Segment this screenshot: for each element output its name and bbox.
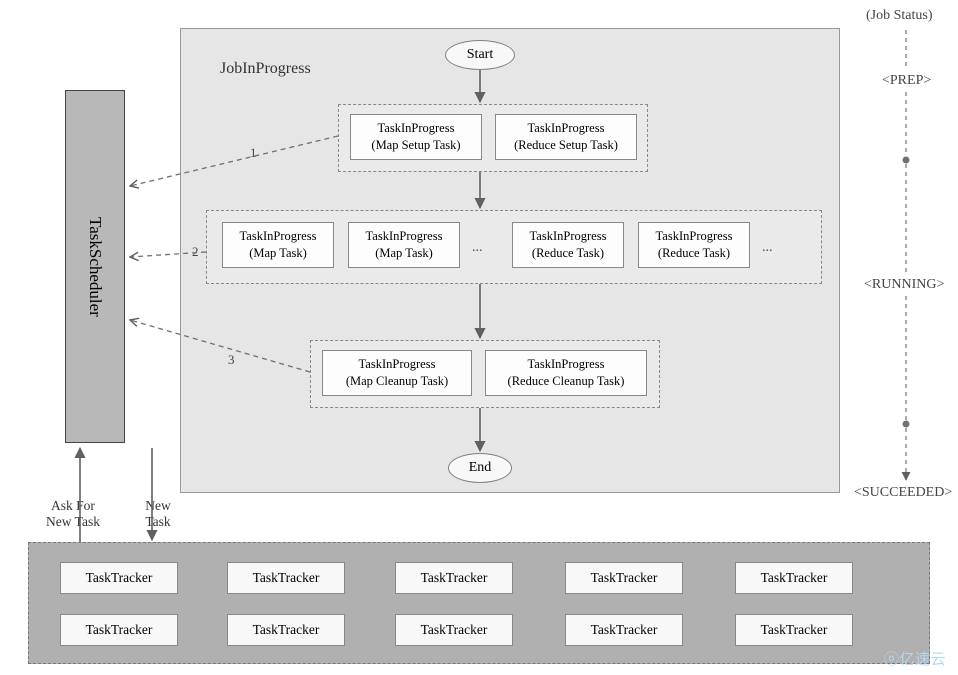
map-task-box-2: TaskInProgress (Map Task) <box>348 222 460 268</box>
task-line: TaskInProgress <box>528 120 605 137</box>
tracker-label: TaskTracker <box>591 622 658 638</box>
watermark-logo: ⓞ亿速云 <box>884 648 946 669</box>
reduce-cleanup-task-box: TaskInProgress (Reduce Cleanup Task) <box>485 350 647 396</box>
task-line: TaskInProgress <box>530 228 607 245</box>
end-node: End <box>448 453 512 483</box>
edge-label-2: 2 <box>192 244 199 260</box>
new-task-label: New Task <box>136 498 180 530</box>
tracker-label: TaskTracker <box>421 570 488 586</box>
task-line: (Map Cleanup Task) <box>346 373 448 390</box>
map-setup-task-box: TaskInProgress (Map Setup Task) <box>350 114 482 160</box>
panel-title: JobInProgress <box>220 60 311 78</box>
edge-label-3: 3 <box>228 352 235 368</box>
task-tracker-box: TaskTracker <box>735 614 853 646</box>
task-line: (Reduce Cleanup Task) <box>508 373 625 390</box>
task-scheduler-box: TaskScheduler <box>65 90 125 443</box>
status-prep: <PREP> <box>882 73 931 89</box>
status-header: (Job Status) <box>866 8 933 24</box>
tracker-label: TaskTracker <box>253 622 320 638</box>
dots-2: ... <box>762 240 773 256</box>
tracker-label: TaskTracker <box>761 570 828 586</box>
tracker-label: TaskTracker <box>253 570 320 586</box>
task-line: (Reduce Setup Task) <box>514 137 618 154</box>
reduce-setup-task-box: TaskInProgress (Reduce Setup Task) <box>495 114 637 160</box>
ask-for-new-task-label: Ask For New Task <box>38 498 108 530</box>
task-line: TaskInProgress <box>366 228 443 245</box>
watermark-text: 亿速云 <box>899 651 946 668</box>
ask-for-line1: Ask For <box>51 498 95 513</box>
status-succeeded: <SUCCEEDED> <box>854 485 952 501</box>
edge-label-1: 1 <box>250 145 257 161</box>
dots-1: ... <box>472 240 483 256</box>
reduce-task-box-2: TaskInProgress (Reduce Task) <box>638 222 750 268</box>
reduce-task-box-1: TaskInProgress (Reduce Task) <box>512 222 624 268</box>
task-scheduler-label: TaskScheduler <box>85 217 105 317</box>
task-tracker-box: TaskTracker <box>395 562 513 594</box>
task-tracker-box: TaskTracker <box>565 562 683 594</box>
tracker-label: TaskTracker <box>591 570 658 586</box>
task-line: TaskInProgress <box>528 356 605 373</box>
start-label: Start <box>467 47 493 63</box>
end-label: End <box>469 460 492 476</box>
task-line: TaskInProgress <box>656 228 733 245</box>
task-tracker-box: TaskTracker <box>227 562 345 594</box>
new-task-line1: New <box>145 498 171 513</box>
task-line: (Map Setup Task) <box>371 137 460 154</box>
start-node: Start <box>445 40 515 70</box>
task-line: TaskInProgress <box>240 228 317 245</box>
task-line: (Map Task) <box>249 245 307 262</box>
new-task-line2: Task <box>145 514 170 529</box>
task-tracker-box: TaskTracker <box>60 614 178 646</box>
tracker-label: TaskTracker <box>86 570 153 586</box>
map-cleanup-task-box: TaskInProgress (Map Cleanup Task) <box>322 350 472 396</box>
task-tracker-box: TaskTracker <box>565 614 683 646</box>
task-line: TaskInProgress <box>378 120 455 137</box>
status-running: <RUNNING> <box>864 277 944 293</box>
tracker-label: TaskTracker <box>761 622 828 638</box>
task-line: (Map Task) <box>375 245 433 262</box>
task-tracker-box: TaskTracker <box>395 614 513 646</box>
tracker-label: TaskTracker <box>86 622 153 638</box>
task-tracker-box: TaskTracker <box>60 562 178 594</box>
task-line: (Reduce Task) <box>658 245 730 262</box>
task-line: TaskInProgress <box>359 356 436 373</box>
task-tracker-box: TaskTracker <box>735 562 853 594</box>
map-task-box-1: TaskInProgress (Map Task) <box>222 222 334 268</box>
task-line: (Reduce Task) <box>532 245 604 262</box>
task-tracker-box: TaskTracker <box>227 614 345 646</box>
watermark-icon: ⓞ <box>884 651 900 668</box>
ask-for-line2: New Task <box>46 514 100 529</box>
tracker-label: TaskTracker <box>421 622 488 638</box>
